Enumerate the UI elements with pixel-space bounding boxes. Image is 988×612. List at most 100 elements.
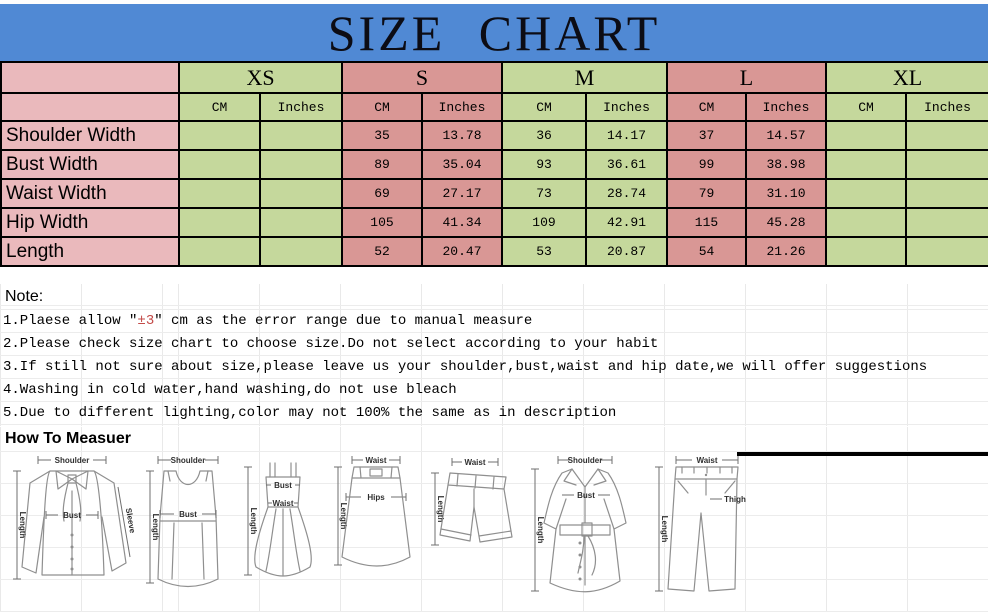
measure-label: Waist <box>696 456 717 465</box>
note-text: 5.Due to different lighting,color may no… <box>3 405 617 421</box>
note-text: ″ cm as the error range due to manual me… <box>154 313 533 329</box>
corner-cell <box>0 61 180 94</box>
value-cell <box>905 178 988 209</box>
value-cell <box>259 207 343 238</box>
value-cell: 37 <box>666 120 747 151</box>
note-line-4: 4.Washing in cold water,hand washing,do … <box>0 379 988 402</box>
value-cell: 42.91 <box>585 207 668 238</box>
value-cell: 20.87 <box>585 236 668 267</box>
note-text: 4.Washing in cold water,hand washing,do … <box>3 382 457 398</box>
how-to-measure-heading: How To Measuer <box>5 430 131 447</box>
size-header-xl: XL <box>825 61 988 94</box>
size-table: XS S M L XL CM Inches CM Inches CM Inche… <box>0 61 988 267</box>
value-cell <box>259 120 343 151</box>
value-cell: 20.47 <box>421 236 503 267</box>
value-cell <box>825 207 908 238</box>
unit-header-row: CM Inches CM Inches CM Inches CM Inches … <box>0 92 988 122</box>
measure-label: Waist <box>365 456 386 465</box>
unit-header-cm: CM <box>666 92 747 122</box>
horizontal-divider-line <box>737 452 988 456</box>
value-cell: 27.17 <box>421 178 503 209</box>
measure-label: Length <box>151 514 160 541</box>
unit-header-cm: CM <box>501 92 587 122</box>
measure-label: Length <box>339 503 348 530</box>
unit-header-cm: CM <box>178 92 261 122</box>
measure-label: Length <box>18 512 27 539</box>
skirt-diagram: Waist Hips Length <box>334 456 411 567</box>
value-cell: 69 <box>341 178 423 209</box>
note-text: 1.Plaese allow ″ <box>3 313 138 329</box>
measure-label: Bust <box>63 511 81 520</box>
notes-section: Note: 1.Plaese allow ″±3″ cm as the erro… <box>0 283 988 425</box>
value-cell <box>259 236 343 267</box>
page-title: SIZE CHART <box>327 4 661 61</box>
value-cell: 105 <box>341 207 423 238</box>
note-line-5: 5.Due to different lighting,color may no… <box>0 402 988 425</box>
row-label: Bust Width <box>0 149 180 180</box>
row-label: Waist Width <box>0 178 180 209</box>
measure-label: Shoulder <box>171 456 206 465</box>
value-cell <box>178 236 261 267</box>
note-text: 3.If still not sure about size,please le… <box>3 359 928 375</box>
unit-header-inches: Inches <box>421 92 503 122</box>
value-cell <box>178 178 261 209</box>
value-cell: 79 <box>666 178 747 209</box>
table-row-waist: Waist Width 69 27.17 73 28.74 79 31.10 <box>0 178 988 209</box>
value-cell: 109 <box>501 207 587 238</box>
measure-label: Bust <box>577 491 595 500</box>
pants-diagram: Waist Length Thigh <box>655 456 746 592</box>
measure-label: Waist <box>272 499 293 508</box>
value-cell: 52 <box>341 236 423 267</box>
coat-diagram: Shoulder Length Bust <box>531 456 627 593</box>
value-cell: 14.57 <box>744 120 828 151</box>
note-line-1: 1.Plaese allow ″±3″ cm as the error rang… <box>0 310 988 333</box>
value-cell <box>178 149 261 180</box>
row-label: Length <box>0 236 180 267</box>
note-line-3: 3.If still not sure about size,please le… <box>0 356 988 379</box>
value-cell <box>178 207 261 238</box>
size-header-row: XS S M L XL <box>0 61 988 94</box>
unit-header-inches: Inches <box>259 92 343 122</box>
value-cell: 13.78 <box>421 120 503 151</box>
value-cell: 89 <box>341 149 423 180</box>
value-cell: 21.26 <box>744 236 828 267</box>
value-cell <box>905 120 988 151</box>
measure-label: Length <box>249 508 258 535</box>
value-cell: 28.74 <box>585 178 668 209</box>
value-cell <box>825 236 908 267</box>
value-cell: 35 <box>341 120 423 151</box>
unit-header-inches: Inches <box>585 92 668 122</box>
unit-header-cm: CM <box>341 92 423 122</box>
shorts-diagram: Waist Length <box>431 458 513 546</box>
measurement-diagrams: Shoulder Length Bust Sleeve Shoulder <box>8 451 748 601</box>
value-cell: 31.10 <box>744 178 828 209</box>
size-header-xs: XS <box>178 61 343 94</box>
measure-label: Length <box>436 496 445 523</box>
title-banner: SIZE CHART <box>0 4 988 61</box>
value-cell: 53 <box>501 236 587 267</box>
value-cell: 36.61 <box>585 149 668 180</box>
measure-label: Bust <box>179 510 197 519</box>
notes-heading: Note: <box>5 287 44 305</box>
measure-label: Waist <box>464 458 485 467</box>
note-text: 2.Please check size chart to choose size… <box>3 336 659 352</box>
measure-label: Hips <box>367 493 385 502</box>
value-cell <box>825 149 908 180</box>
unit-header-cm: CM <box>825 92 908 122</box>
size-header-l: L <box>665 61 828 94</box>
corner-cell <box>0 92 180 122</box>
measure-label: Length <box>660 516 669 543</box>
unit-header-inches: Inches <box>905 92 988 122</box>
value-cell <box>178 120 261 151</box>
measure-label: Length <box>536 517 545 544</box>
value-cell: 93 <box>501 149 587 180</box>
value-cell: 35.04 <box>421 149 503 180</box>
value-cell: 54 <box>666 236 747 267</box>
table-row-hip: Hip Width 105 41.34 109 42.91 115 45.28 <box>0 207 988 238</box>
size-header-m: M <box>501 61 668 94</box>
blouse-diagram: Shoulder Length Bust Sleeve <box>13 456 136 580</box>
row-label: Hip Width <box>0 207 180 238</box>
value-cell <box>905 236 988 267</box>
value-cell: 73 <box>501 178 587 209</box>
table-row-length: Length 52 20.47 53 20.87 54 21.26 <box>0 236 988 267</box>
